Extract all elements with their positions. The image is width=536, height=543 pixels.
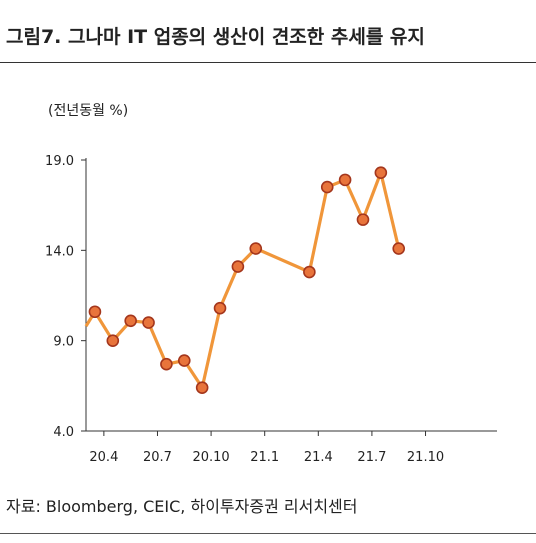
data-point [320,180,334,194]
x-tick-label: 21.1 [250,450,279,465]
bottom-divider [0,533,536,534]
data-point [124,314,137,328]
data-point [88,305,102,319]
data-point [106,334,120,347]
series-line [84,171,401,390]
data-point [249,242,263,255]
x-tick-label: 21.4 [304,450,333,465]
x-tick-label: 20.10 [192,450,229,465]
chart-title: 그림7. 그나마 IT 업종의 생산이 견조한 추세를 유지 [6,26,425,48]
data-point [142,316,155,329]
data-point [177,354,191,367]
data-point [231,260,245,273]
x-tick-label: 21.7 [357,450,386,465]
data-point [303,265,316,279]
data-point [213,301,227,315]
data-point [195,381,209,394]
title-divider [0,62,536,63]
source-note: 자료: Bloomberg, CEIC, 하이투자증권 리서치센터 [6,497,358,516]
x-tick-label: 21.10 [407,450,444,465]
data-point [374,166,388,179]
data-point [392,242,406,255]
x-tick-label: 20.7 [143,450,172,465]
unit-label: (전년동월 %) [48,103,129,119]
data-point [160,357,173,371]
y-tick-label: 4.0 [53,425,74,440]
x-tick-label: 20.4 [89,450,118,465]
data-point [356,213,370,226]
data-point [338,173,352,187]
y-tick-label: 9.0 [53,335,74,350]
y-tick-label: 14.0 [45,244,74,259]
y-tick-label: 19.0 [45,154,74,169]
